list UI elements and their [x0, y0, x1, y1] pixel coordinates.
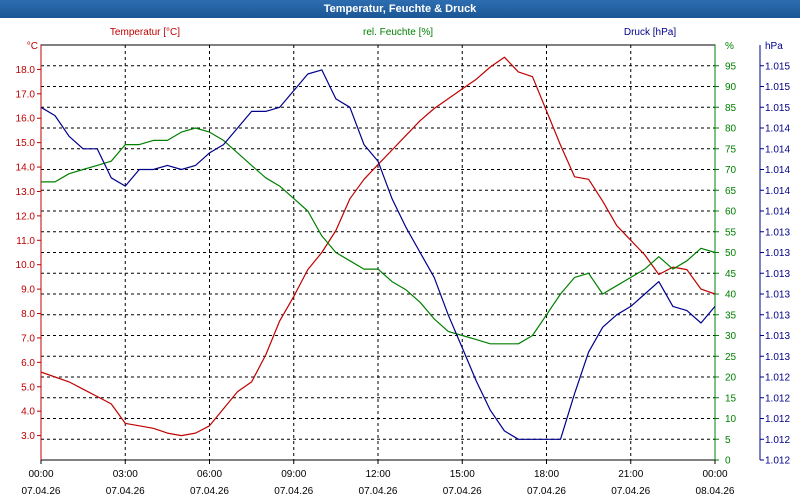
axis-left-tick-label: 15.0 — [16, 138, 36, 149]
axis-left-tick-label: 10.0 — [16, 260, 36, 271]
chart-svg: Temperatur [°C] rel. Feuchte [%] Druck [… — [16, 27, 791, 497]
axis-x-time-label: 06:00 — [197, 469, 222, 480]
axis-pressure-tick-label: 1.013 — [765, 248, 790, 259]
axis-pressure-tick-label: 1.014 — [765, 124, 790, 135]
axis-pressure-tick-label: 1.014 — [765, 165, 790, 176]
axis-humidity-tick-label: 10 — [725, 414, 737, 425]
axis-left-tick-label: 5.0 — [21, 382, 35, 393]
axis-pressure-tick-label: 1.015 — [765, 61, 790, 72]
axis-humidity-unit: % — [725, 41, 734, 52]
axis-humidity-tick-label: 25 — [725, 352, 737, 363]
axis-x-date-label: 07.04.26 — [190, 486, 229, 497]
axis-pressure-tick-label: 1.012 — [765, 435, 790, 446]
axis-pressure-tick-label: 1.014 — [765, 207, 790, 218]
chart-title: Temperatur, Feuchte & Druck — [0, 0, 800, 18]
axis-x-date-label: 07.04.26 — [106, 486, 145, 497]
axis-pressure-unit: hPa — [765, 41, 783, 52]
axis-humidity-tick-label: 30 — [725, 331, 737, 342]
axis-humidity-tick-label: 75 — [725, 144, 737, 155]
axis-humidity-tick-label: 85 — [725, 103, 737, 114]
axis-x-date-label: 07.04.26 — [359, 486, 398, 497]
axis-humidity-tick-label: 50 — [725, 248, 737, 259]
axis-left-tick-label: 13.0 — [16, 187, 36, 198]
axis-x-time-label: 09:00 — [281, 469, 306, 480]
axis-x-date-label: 08.04.26 — [696, 486, 735, 497]
axis-pressure-tick-label: 1.013 — [765, 352, 790, 363]
axis-pressure-tick-label: 1.012 — [765, 456, 790, 467]
axis-left-tick-label: 4.0 — [21, 407, 35, 418]
series-line-pressure — [40, 69, 716, 440]
axis-humidity-tick-label: 70 — [725, 165, 737, 176]
axis-pressure-tick-label: 1.015 — [765, 103, 790, 114]
axis-pressure-tick-label: 1.012 — [765, 414, 790, 425]
axis-x-date-label: 07.04.26 — [443, 486, 482, 497]
axis-left-tick-label: 18.0 — [16, 65, 36, 76]
axis-humidity-tick-label: 0 — [725, 456, 731, 467]
axis-left-tick-label: 11.0 — [16, 236, 35, 247]
axis-humidity-tick-label: 20 — [725, 373, 737, 384]
axis-x-time-label: 15:00 — [450, 469, 475, 480]
axis-humidity-tick-label: 5 — [725, 435, 731, 446]
axis-humidity-tick-label: 55 — [725, 227, 737, 238]
axis-left-tick-label: 7.0 — [21, 333, 35, 344]
axis-pressure-tick-label: 1.012 — [765, 373, 790, 384]
axis-pressure-tick-label: 1.013 — [765, 331, 790, 342]
axis-pressure-tick-label: 1.013 — [765, 227, 790, 238]
axis-humidity-tick-label: 15 — [725, 393, 737, 404]
axis-pressure-tick-label: 1.013 — [765, 290, 790, 301]
axis-left-tick-label: 9.0 — [21, 285, 35, 296]
axis-humidity-tick-label: 90 — [725, 82, 737, 93]
axis-left-tick-label: 14.0 — [16, 163, 36, 174]
axis-pressure-tick-label: 1.012 — [765, 393, 790, 404]
axis-x-date-label: 07.04.26 — [527, 486, 566, 497]
axis-pressure-tick-label: 1.014 — [765, 186, 790, 197]
legend-temperature: Temperatur [°C] — [110, 27, 180, 38]
axis-left-tick-label: 16.0 — [16, 114, 36, 125]
axis-humidity-tick-label: 40 — [725, 290, 737, 301]
axis-humidity-tick-label: 45 — [725, 269, 737, 280]
axis-x-time-label: 18:00 — [534, 469, 559, 480]
legend-humidity: rel. Feuchte [%] — [363, 27, 433, 38]
axis-humidity-tick-label: 60 — [725, 207, 737, 218]
series-line-humidity — [41, 127, 716, 345]
axis-x-time-label: 03:00 — [113, 469, 138, 480]
axis-left-tick-label: 8.0 — [21, 309, 35, 320]
axis-pressure-tick-label: 1.013 — [765, 310, 790, 321]
legend-pressure: Druck [hPa] — [624, 27, 676, 38]
axis-humidity-tick-label: 95 — [725, 61, 737, 72]
axis-left-tick-label: 17.0 — [16, 89, 36, 100]
axis-x-time-label: 21:00 — [618, 469, 643, 480]
axis-x-date-label: 07.04.26 — [611, 486, 650, 497]
axis-pressure-tick-label: 1.013 — [765, 269, 790, 280]
series-line-temperature — [40, 56, 716, 437]
axis-x-time-label: 00:00 — [28, 469, 53, 480]
axis-humidity-tick-label: 35 — [725, 310, 737, 321]
axis-pressure-tick-label: 1.014 — [765, 144, 790, 155]
axis-x-time-label: 00:00 — [702, 469, 727, 480]
axis-left-tick-label: 6.0 — [21, 358, 35, 369]
axis-left-tick-label: 12.0 — [16, 211, 36, 222]
axis-x-date-label: 07.04.26 — [22, 486, 61, 497]
axis-humidity-tick-label: 80 — [725, 124, 737, 135]
axis-left-tick-label: 3.0 — [21, 431, 35, 442]
axis-pressure-tick-label: 1.015 — [765, 82, 790, 93]
axis-humidity-tick-label: 65 — [725, 186, 737, 197]
axis-x-date-label: 07.04.26 — [274, 486, 313, 497]
axis-left-unit: °C — [27, 41, 38, 52]
axis-x-time-label: 12:00 — [365, 469, 390, 480]
